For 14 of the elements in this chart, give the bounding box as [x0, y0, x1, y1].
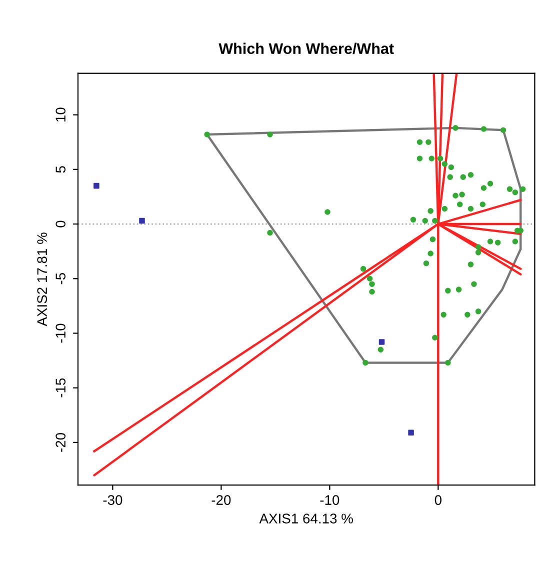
y-axis-title: AXIS2 17.81 % [37, 232, 48, 326]
x-tick-label: -10 [320, 495, 340, 505]
x-axis-title: AXIS1 64.13 % [259, 514, 353, 524]
y-tick-label: 5 [56, 166, 66, 173]
chart-title: Which Won Where/What [218, 42, 394, 54]
y-tick-label: -15 [56, 378, 66, 398]
y-tick-label: 0 [56, 220, 66, 228]
x-tick-label: -30 [103, 495, 122, 505]
y-tick-label: -20 [56, 432, 66, 452]
y-tick-label: -5 [56, 273, 66, 284]
x-tick-label: -20 [212, 495, 231, 505]
y-tick-label: 10 [56, 108, 66, 122]
y-tick-label: -10 [56, 324, 66, 343]
x-tick-label: 0 [434, 495, 442, 505]
